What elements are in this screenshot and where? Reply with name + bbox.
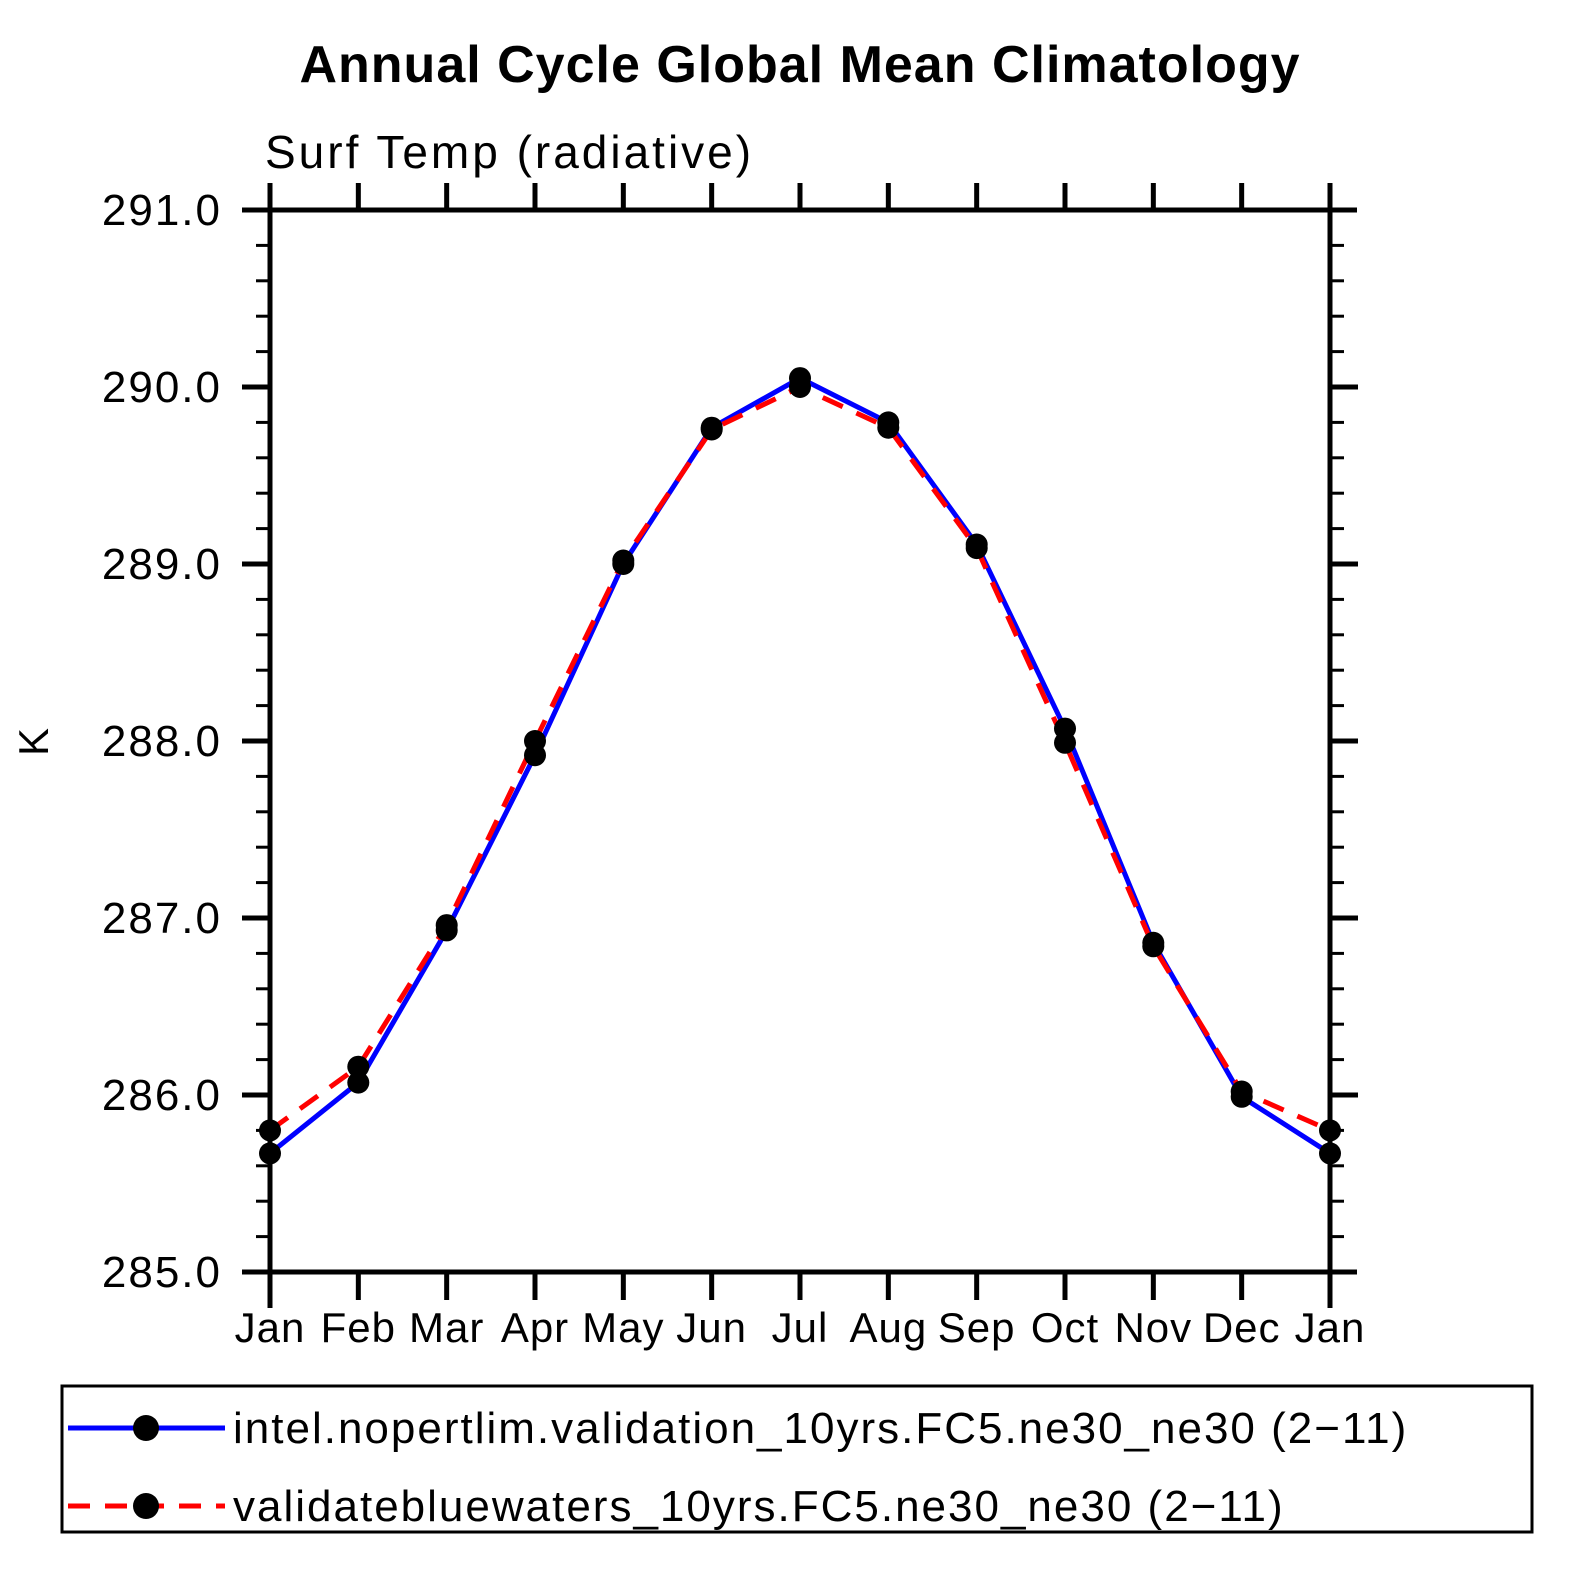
x-tick-label: Mar — [409, 1304, 484, 1351]
x-tick-label: Aug — [849, 1304, 927, 1351]
series-line-0 — [268, 375, 1332, 1156]
legend-entry-intel: intel.nopertlim.validation_10yrs.FC5.ne3… — [68, 1404, 1408, 1453]
y-tick-label: 285.0 — [102, 1248, 222, 1297]
legend-box — [60, 1384, 1534, 1534]
data-point-marker-s0 — [259, 1142, 281, 1165]
y-tick-label: 286.0 — [102, 1071, 222, 1120]
data-point-marker-s1 — [1319, 1119, 1341, 1142]
data-point-marker-s1 — [1142, 935, 1165, 958]
x-tick-label: Jan — [235, 1304, 306, 1351]
x-tick-label: Jun — [676, 1304, 747, 1351]
legend-marker-circle — [133, 1415, 159, 1441]
axes-layer: 285.0 286.0 287.0 288.0 289.0 290.0 291.0 Jan Fe… — [102, 183, 1366, 1351]
data-point-marker-s1 — [877, 416, 900, 439]
x-tick-label: Dec — [1203, 1304, 1281, 1351]
legend-label-intel: intel.nopertlim.validation_10yrs.FC5.ne3… — [233, 1404, 1408, 1453]
y-tick-label: 288.0 — [102, 717, 222, 766]
x-tick-label: Jul — [772, 1304, 829, 1351]
legend-entry-bluewaters: validatebluewaters_10yrs.FC5.ne30_ne30 (… — [68, 1482, 1285, 1531]
y-tick-label: 291.0 — [102, 186, 222, 235]
data-point-marker-s1 — [435, 914, 458, 937]
x-tick-label: Apr — [501, 1304, 569, 1351]
chart-subtitle: Surf Temp (radiative) — [265, 126, 754, 178]
data-point-marker-s1 — [789, 376, 811, 398]
data-point-marker-s1 — [524, 730, 546, 752]
series-line-1 — [268, 384, 1332, 1133]
data-point-marker-s1 — [965, 537, 988, 560]
series-layer — [259, 367, 1341, 1165]
y-tick-label: 287.0 — [102, 894, 222, 943]
x-tick-label: Feb — [321, 1304, 396, 1351]
legend-marker-circle — [133, 1493, 159, 1519]
data-point-marker-s0 — [1319, 1142, 1341, 1165]
x-tick-label: Jan — [1295, 1304, 1366, 1351]
y-axis-title: K — [10, 726, 57, 756]
data-point-marker-s1 — [1230, 1080, 1253, 1103]
data-point-marker-s1 — [700, 418, 723, 441]
data-point-marker-s1 — [1054, 731, 1076, 754]
x-tick-label: Oct — [1031, 1304, 1099, 1351]
x-tick-label: Nov — [1114, 1304, 1192, 1351]
data-point-marker-s1 — [612, 549, 635, 572]
y-tick-label: 289.0 — [102, 540, 222, 589]
data-point-marker-s1 — [259, 1119, 281, 1142]
legend: intel.nopertlim.validation_10yrs.FC5.ne3… — [60, 1384, 1534, 1534]
x-tick-label: May — [582, 1304, 664, 1351]
page-title: Annual Cycle Global Mean Climatology — [299, 36, 1300, 94]
x-tick-label: Sep — [938, 1304, 1016, 1351]
y-tick-label: 290.0 — [102, 363, 222, 412]
data-point-marker-s0 — [347, 1071, 370, 1094]
data-point-marker-s1 — [347, 1055, 370, 1078]
legend-label-bluewaters: validatebluewaters_10yrs.FC5.ne30_ne30 (… — [233, 1482, 1285, 1531]
